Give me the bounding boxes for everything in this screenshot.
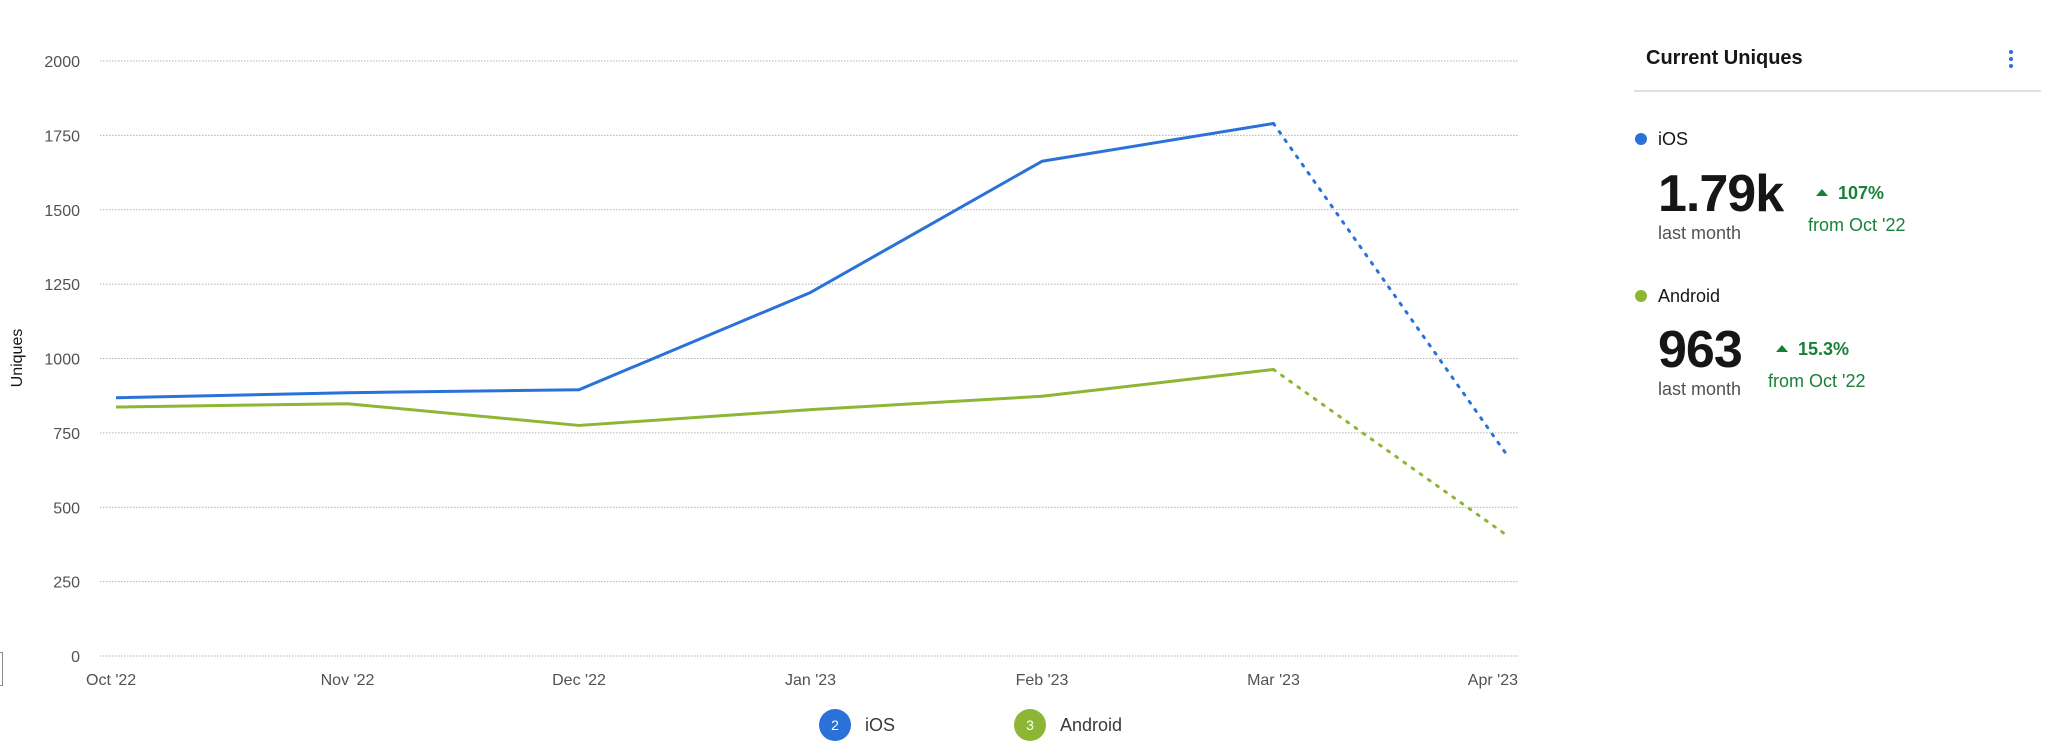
y-tick-label: 2000 xyxy=(44,54,80,71)
x-tick-label: Jan '23 xyxy=(785,672,836,689)
legend-item-android[interactable]: 3 Android xyxy=(1014,709,1122,741)
x-tick-label: Apr '23 xyxy=(1468,672,1518,689)
x-tick-label: Dec '22 xyxy=(552,672,606,689)
android-dot-icon xyxy=(1635,290,1647,302)
summary-value: 1.79k xyxy=(1658,165,1784,223)
series-projection-android xyxy=(1272,368,1507,536)
summary-period: last month xyxy=(1658,223,1742,243)
x-tick-label: Oct '22 xyxy=(86,672,136,689)
uniques-line-chart: 0 250 500 750 1000 1250 1500 1750 2000 Oct '22 No… xyxy=(9,54,1518,689)
summary-change-from: from Oct '22 xyxy=(1768,371,1866,391)
series-projection-ios xyxy=(1272,121,1507,454)
y-tick-label: 250 xyxy=(53,575,80,592)
ios-dot-icon xyxy=(1635,133,1647,145)
y-tick-label: 1500 xyxy=(44,203,80,220)
divider xyxy=(1634,90,2041,92)
summary-change-value: 15.3% xyxy=(1798,339,1850,359)
legend-badge-ios: 2 xyxy=(819,709,851,741)
y-tick-label: 1000 xyxy=(44,352,80,369)
summary-name: Android xyxy=(1658,286,1721,306)
summary-change-value: 107% xyxy=(1838,183,1885,203)
arrow-up-icon xyxy=(1816,188,1828,196)
y-axis-title: Uniques xyxy=(9,329,26,388)
legend-label-ios: iOS xyxy=(865,714,896,735)
x-tick-label: Nov '22 xyxy=(321,672,375,689)
x-tick-label: Feb '23 xyxy=(1016,672,1069,689)
scroll-edge-handle xyxy=(0,652,3,686)
legend-badge-android: 3 xyxy=(1014,709,1046,741)
arrow-up-icon xyxy=(1776,344,1788,352)
summary-change: 107% xyxy=(1816,182,1884,204)
summary-value: 963 xyxy=(1658,321,1743,379)
overflow-menu-vertical-icon[interactable] xyxy=(2006,50,2016,72)
y-tick-label: 500 xyxy=(53,500,80,517)
summary-change-from: from Oct '22 xyxy=(1808,215,1906,235)
legend-label-android: Android xyxy=(1060,714,1123,735)
y-tick-label: 1250 xyxy=(44,277,80,294)
x-tick-label: Mar '23 xyxy=(1247,672,1300,689)
summary-change: 15.3% xyxy=(1776,338,1849,360)
summary-period: last month xyxy=(1658,379,1742,399)
summary-name: iOS xyxy=(1658,129,1689,149)
series-line-ios xyxy=(115,121,1274,400)
y-tick-label: 750 xyxy=(53,426,80,443)
series-line-android xyxy=(115,368,1274,427)
legend-item-ios[interactable]: 2 iOS xyxy=(819,709,895,741)
y-tick-label: 0 xyxy=(71,649,80,666)
panel-title: Current Uniques xyxy=(1646,47,1803,69)
current-uniques-panel: Current Uniques iOS 1.79k last month 107… xyxy=(1634,0,2041,754)
y-tick-label: 1750 xyxy=(44,128,80,145)
